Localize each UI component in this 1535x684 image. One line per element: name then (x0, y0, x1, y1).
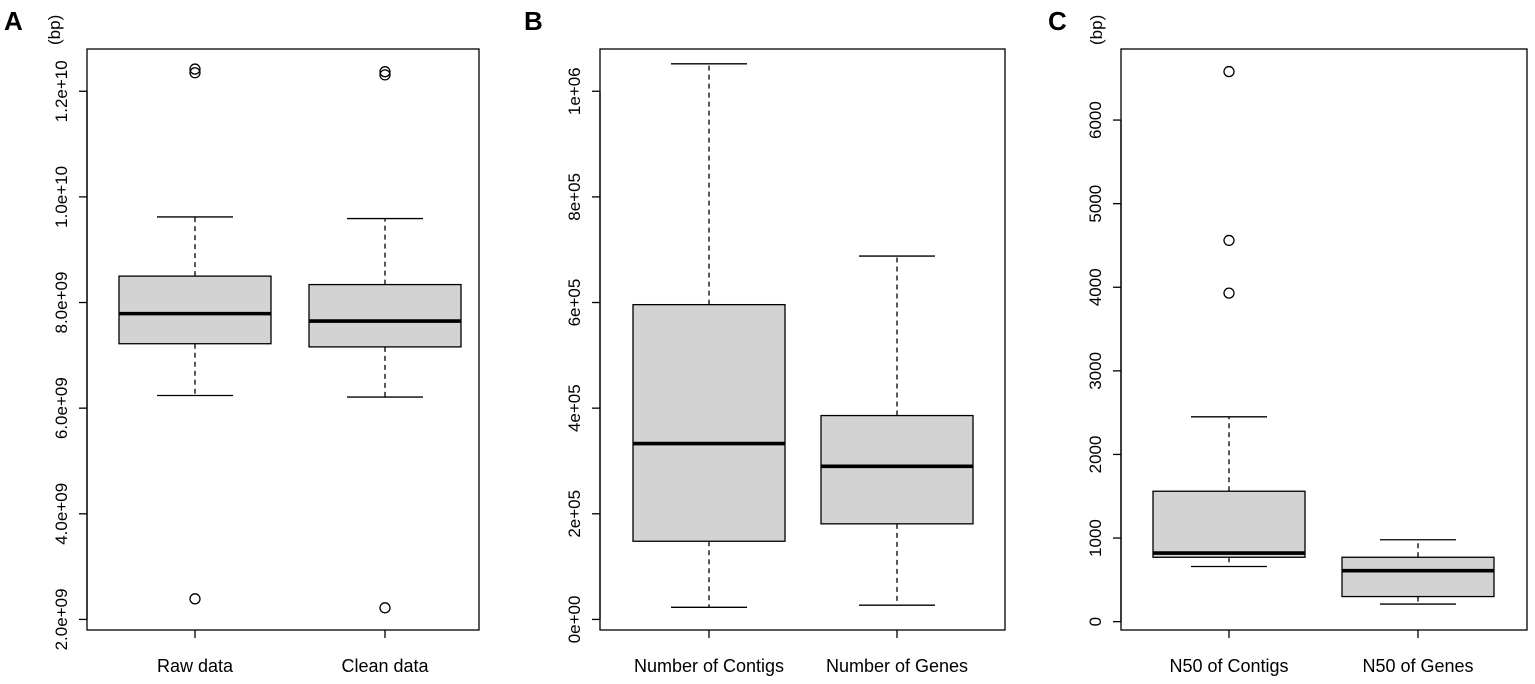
panel-b-y-tick-label: 1e+06 (565, 67, 584, 115)
panel-c-outlier-point (1223, 234, 1235, 247)
panel-b-y-tick-label: 2e+05 (565, 490, 584, 538)
panel-c-marks: 0 1000 2000 3000 4000 5000 6000 (1086, 65, 1495, 638)
panel-c-y-tick-label: 0 (1086, 617, 1105, 626)
panel-a-outlier-point (379, 602, 391, 614)
panel-c-category-n50-of-genes: N50 of Genes (1362, 656, 1473, 676)
panel-a-y-tick-label: 1.0e+10 (52, 166, 71, 228)
panel-c-letter: C (1048, 6, 1067, 36)
panel-a-unit-label: (bp) (45, 15, 64, 45)
panel-c-y-tick-label: 2000 (1086, 436, 1105, 474)
panel-a-letter: A (4, 6, 23, 36)
panel-c-unit-label: (bp) (1087, 15, 1106, 45)
panel-c-y-tick-label: 6000 (1086, 101, 1105, 139)
panel-a-outlier-point (379, 66, 391, 78)
panel-b: B 0e+00 2e+05 4e+05 6e+05 8e+05 1e+06 Number … (524, 6, 1006, 676)
panel-b-letter: B (524, 6, 543, 36)
panel-a-y-tick-label: 4.0e+09 (52, 483, 71, 545)
panel-a-outlier-point (189, 63, 201, 75)
panel-c-outlier-point (1223, 65, 1235, 78)
panel-b-category-number-of-contigs: Number of Contigs (634, 656, 784, 676)
panel-c-y-tick-label: 4000 (1086, 268, 1105, 306)
panel-c-category-n50-of-contigs: N50 of Contigs (1169, 656, 1288, 676)
panel-a-y-tick-label: 1.2e+10 (52, 60, 71, 122)
panel-c-y-tick-label: 1000 (1086, 519, 1105, 557)
panel-b-marks: 0e+00 2e+05 4e+05 6e+05 8e+05 1e+06 (565, 63, 974, 644)
panel-c-box (1341, 556, 1495, 598)
panel-a-y-tick-label: 6.0e+09 (52, 377, 71, 439)
panel-a-outlier-point (379, 69, 391, 81)
panel-b-box (820, 414, 974, 525)
panel-b-y-tick-label: 6e+05 (565, 279, 584, 327)
panel-a-category-clean-data: Clean data (341, 656, 429, 676)
panel-c-box (1152, 490, 1306, 558)
panel-c-outlier-point (1223, 287, 1235, 299)
panel-a-outlier-point (189, 67, 201, 79)
panel-a-outlier-point (189, 593, 201, 605)
panel-a-box (118, 275, 272, 345)
panel-b-box (632, 303, 786, 542)
panel-b-y-tick-label: 4e+05 (565, 384, 584, 432)
panel-a: A (bp) 2.0e+09 4.0e+09 6.0e+09 8.0e+09 1.0e+… (4, 6, 480, 676)
panel-a-category-raw-data: Raw data (157, 656, 234, 676)
panel-b-y-tick-label: 0e+00 (565, 596, 584, 644)
panel-c-y-tick-label: 5000 (1086, 185, 1105, 223)
panel-a-y-tick-label: 2.0e+09 (52, 588, 71, 650)
panel-a-box (308, 283, 462, 348)
panel-b-y-tick-label: 8e+05 (565, 173, 584, 221)
panel-c: C (bp) 0 1000 2000 3000 4000 5000 6000 N50 of … (1048, 6, 1528, 676)
panel-b-category-number-of-genes: Number of Genes (826, 656, 968, 676)
panel-c-y-tick-label: 3000 (1086, 352, 1105, 390)
panel-a-y-tick-label: 8.0e+09 (52, 272, 71, 334)
panel-a-marks: 2.0e+09 4.0e+09 6.0e+09 8.0e+09 1.0e+10 1.2e+… (52, 60, 462, 650)
